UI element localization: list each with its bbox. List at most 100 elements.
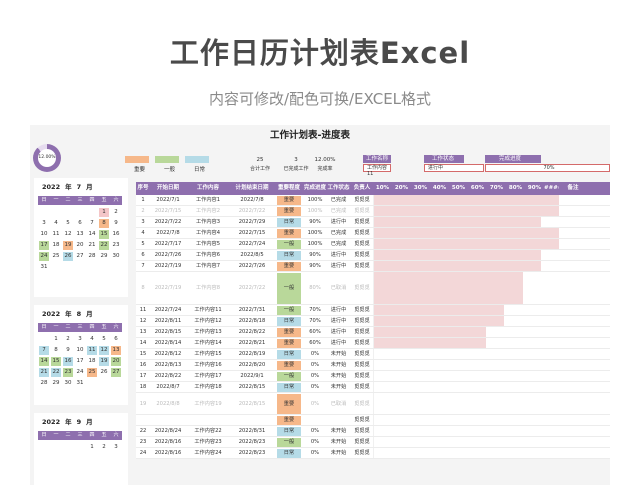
column-header[interactable]: 开始日期 (156, 185, 179, 191)
table-row[interactable]: 15 2022/8/12 工作内容15 2022/8/19 日常 0% 未开始 觅觅觅 (136, 349, 610, 360)
calendar-day[interactable]: 28 (40, 380, 48, 386)
calendar-day[interactable]: 9 (66, 347, 70, 353)
calendar-day[interactable] (110, 262, 122, 273)
calendar-day[interactable]: 23 (112, 242, 120, 248)
calendar-day[interactable] (38, 207, 50, 218)
calendar-day[interactable] (98, 378, 110, 389)
column-header[interactable]: 60% (470, 185, 485, 191)
calendar-day[interactable]: 30 (112, 253, 120, 259)
calendar-day[interactable]: 8 (54, 347, 58, 353)
calendar-day[interactable] (50, 442, 62, 453)
table-row[interactable]: 1 2022/7/1 工作内容1 2022/7/8 重要 100% 已完成 觅觅觅 (136, 195, 610, 206)
calendar-day[interactable]: 20 (111, 357, 121, 366)
calendar-day[interactable]: 7 (38, 345, 50, 356)
table-row[interactable]: 11 2022/7/24 工作内容11 2022/7/31 一般 70% 进行中 觅觅觅 (136, 305, 610, 316)
column-header[interactable]: 20% (394, 185, 409, 191)
remark-cell[interactable] (559, 327, 587, 337)
calendar-day[interactable]: 24 (76, 369, 84, 375)
column-header[interactable]: 80% (508, 185, 523, 191)
calendar-day[interactable] (74, 442, 86, 453)
calendar-day[interactable]: 19 (63, 241, 73, 250)
table-row[interactable]: 7 2022/7/19 工作内容7 2022/7/26 重要 90% 进行中 觅觅觅 (136, 261, 610, 272)
column-header[interactable]: 10% (375, 185, 390, 191)
calendar-day[interactable]: 27 (76, 253, 84, 259)
calendar-day[interactable] (98, 262, 110, 273)
table-row[interactable]: 18 2022/8/7 工作内容18 2022/8/15 日常 0% 未开始 觅觅觅 (136, 382, 610, 393)
calendar-day[interactable] (86, 207, 98, 218)
calendar-day[interactable]: 4 (54, 220, 58, 226)
column-header[interactable]: 负责人 (353, 185, 371, 191)
table-row[interactable]: 12 2022/8/11 工作内容12 2022/8/18 日常 70% 进行中 觅觅觅 (136, 316, 610, 327)
remark-cell[interactable] (559, 415, 587, 425)
calendar-day[interactable] (86, 262, 98, 273)
calendar-day[interactable]: 22 (99, 241, 109, 250)
table-row[interactable]: 5 2022/7/17 工作内容5 2022/7/24 一般 100% 已完成 觅觅觅 (136, 239, 610, 250)
calendar-day[interactable]: 1 (90, 444, 94, 450)
remark-cell[interactable] (559, 426, 587, 436)
table-row[interactable]: 13 2022/8/15 工作内容13 2022/8/22 重要 60% 进行中 觅觅觅 (136, 327, 610, 338)
calendar-day[interactable]: 23 (63, 368, 73, 377)
table-row[interactable]: 4 2022/7/8 工作内容4 2022/7/15 重要 100% 已完成 觅觅觅 (136, 228, 610, 239)
calendar-day[interactable]: 24 (39, 252, 49, 261)
column-header[interactable]: 50% (451, 185, 466, 191)
calendar-day[interactable]: 6 (78, 220, 82, 226)
column-header[interactable]: 30% (413, 185, 428, 191)
remark-cell[interactable] (559, 239, 587, 249)
calendar-day[interactable]: 14 (39, 357, 49, 366)
calendar-day[interactable] (86, 378, 98, 389)
calendar-day[interactable]: 20 (76, 242, 84, 248)
remark-cell[interactable] (559, 437, 587, 447)
calendar-day[interactable]: 12 (64, 231, 72, 237)
filter-progress-value[interactable]: 70% (485, 164, 610, 172)
calendar-day[interactable]: 19 (99, 357, 109, 366)
remark-cell[interactable] (559, 393, 587, 414)
remark-cell[interactable] (559, 448, 587, 458)
calendar-day[interactable] (50, 207, 62, 218)
remark-cell[interactable] (559, 206, 587, 216)
column-header[interactable]: 计划结束日期 (235, 185, 269, 191)
table-row[interactable]: 2 2022/7/15 工作内容2 2022/7/22 重要 100% 已完成 觅觅觅 (136, 206, 610, 217)
column-header[interactable]: 70% (489, 185, 504, 191)
calendar-day[interactable] (62, 207, 74, 218)
column-header[interactable]: 工作状态 (327, 185, 350, 191)
calendar-day[interactable] (110, 378, 122, 389)
calendar-day[interactable] (38, 334, 50, 345)
calendar-day[interactable] (62, 442, 74, 453)
table-row[interactable]: 6 2022/7/26 工作内容6 2022/8/5 日常 90% 进行中 觅觅觅 (136, 250, 610, 261)
calendar-day[interactable]: 15 (51, 357, 61, 366)
filter-status-value[interactable]: 进行中 (424, 164, 484, 172)
calendar-day[interactable]: 13 (111, 346, 121, 355)
calendar-day[interactable]: 16 (112, 231, 120, 237)
remark-cell[interactable] (559, 228, 587, 238)
calendar-day[interactable]: 25 (87, 368, 97, 377)
calendar-day[interactable]: 21 (39, 368, 49, 377)
calendar-day[interactable]: 9 (114, 220, 118, 226)
calendar-day[interactable]: 10 (76, 347, 84, 353)
remark-cell[interactable] (559, 261, 587, 271)
table-row[interactable]: 重要 觅觅觅 (136, 415, 610, 426)
calendar-day[interactable]: 11 (52, 231, 60, 237)
column-header[interactable]: 重要程度 (277, 185, 300, 191)
remark-cell[interactable] (559, 305, 587, 315)
calendar-day[interactable] (38, 442, 50, 453)
calendar-day[interactable]: 31 (40, 264, 48, 270)
calendar-day[interactable]: 25 (52, 253, 60, 259)
calendar-day[interactable]: 2 (102, 444, 106, 450)
remark-cell[interactable] (559, 371, 587, 381)
calendar-day[interactable]: 18 (52, 242, 60, 248)
calendar-day[interactable]: 26 (100, 369, 108, 375)
calendar-day[interactable]: 18 (88, 358, 96, 364)
calendar-day[interactable] (50, 262, 62, 273)
calendar-day[interactable]: 11 (87, 346, 97, 355)
calendar-day[interactable]: 28 (88, 253, 96, 259)
calendar-day[interactable] (62, 262, 74, 273)
calendar-day[interactable]: 3 (114, 444, 118, 450)
calendar-day[interactable]: 30 (64, 380, 72, 386)
remark-cell[interactable] (559, 272, 587, 304)
table-row[interactable]: 14 2022/8/14 工作内容14 2022/8/21 重要 60% 进行中 觅觅觅 (136, 338, 610, 349)
calendar-day[interactable]: 26 (63, 252, 73, 261)
table-row[interactable]: 24 2022/8/16 工作内容24 2022/8/23 日常 0% 未开始 觅觅觅 (136, 448, 610, 459)
table-row[interactable]: 23 2022/8/16 工作内容23 2022/8/23 一般 0% 未开始 觅觅觅 (136, 437, 610, 448)
calendar-day[interactable]: 8 (98, 218, 110, 229)
calendar-day[interactable]: 22 (51, 368, 61, 377)
